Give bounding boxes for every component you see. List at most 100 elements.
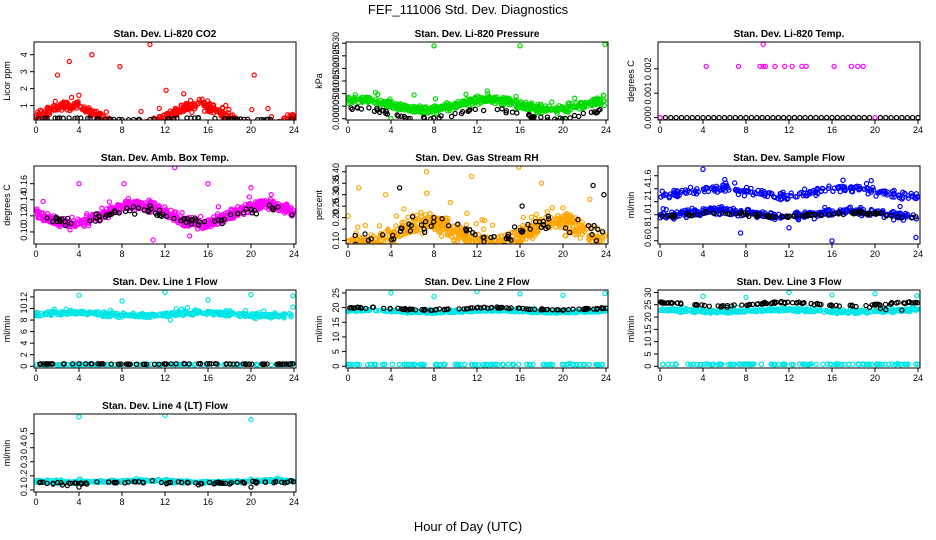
y-tick-label: 5 xyxy=(331,349,341,354)
x-tick-label: 4 xyxy=(76,125,81,135)
data-point xyxy=(346,95,352,101)
data-point xyxy=(283,123,287,127)
data-point xyxy=(538,180,545,186)
data-point xyxy=(156,105,162,112)
data-point xyxy=(910,193,916,199)
overlay-point xyxy=(538,114,544,120)
overlay-point xyxy=(431,214,437,221)
data-point xyxy=(366,98,372,105)
data-point xyxy=(396,361,402,368)
data-point xyxy=(520,309,526,315)
data-point xyxy=(112,119,115,120)
data-point xyxy=(383,100,389,107)
data-point xyxy=(107,121,111,125)
overlay-point xyxy=(539,306,545,312)
overlay-point xyxy=(49,361,56,367)
y-tick-label: 0.030 xyxy=(331,32,341,55)
data-point xyxy=(204,98,211,104)
overlay-point xyxy=(807,114,814,120)
overlay-point xyxy=(374,105,380,112)
overlay-point xyxy=(118,361,124,367)
data-point xyxy=(127,129,131,133)
data-point xyxy=(496,247,500,251)
panel-title: Stan. Dev. Amb. Box Temp. xyxy=(101,153,229,164)
data-point xyxy=(281,313,287,319)
data-point xyxy=(178,108,185,115)
overlay-point xyxy=(732,114,738,120)
data-point xyxy=(268,113,275,120)
overlay-point xyxy=(475,304,481,310)
overlay-point xyxy=(421,226,427,232)
overlay-point xyxy=(785,213,791,220)
data-point xyxy=(513,243,517,244)
overlay-point xyxy=(109,211,115,217)
overlay-point xyxy=(601,191,607,198)
data-point xyxy=(64,99,70,105)
data-point xyxy=(251,72,257,78)
y-tick-label: 0.001 xyxy=(643,82,653,105)
data-point xyxy=(267,130,271,134)
x-tick-label: 4 xyxy=(388,249,393,259)
data-point xyxy=(288,118,293,120)
data-point xyxy=(458,102,464,108)
data-point xyxy=(223,312,229,318)
x-tick-label: 24 xyxy=(601,373,611,383)
data-point xyxy=(281,123,285,127)
data-point xyxy=(421,105,428,112)
data-point xyxy=(76,292,82,298)
data-point xyxy=(560,292,566,298)
data-point xyxy=(201,108,208,114)
x-tick-label: 16 xyxy=(203,373,213,383)
data-point xyxy=(150,125,154,129)
data-point xyxy=(497,245,501,249)
data-point xyxy=(248,184,254,191)
y-axis-label: percent xyxy=(314,189,324,220)
overlay-point xyxy=(143,361,150,367)
data-point xyxy=(389,361,396,367)
data-point xyxy=(205,108,211,114)
data-point xyxy=(865,191,871,197)
overlay-point xyxy=(237,116,244,120)
overlay-point xyxy=(127,361,133,367)
overlay-point xyxy=(405,115,411,120)
data-point xyxy=(138,108,144,115)
data-point xyxy=(264,129,268,133)
overlay-point xyxy=(567,115,573,120)
data-point xyxy=(268,132,272,136)
overlay-point xyxy=(599,229,606,235)
y-tick-label: 4 xyxy=(19,341,29,346)
overlay-point xyxy=(419,306,425,313)
data-point xyxy=(364,255,368,259)
data-point xyxy=(81,223,87,229)
data-point xyxy=(262,312,268,319)
data-point xyxy=(523,99,529,106)
overlay-point xyxy=(737,114,744,120)
overlay-point xyxy=(689,212,695,219)
data-point xyxy=(532,106,538,113)
data-point xyxy=(782,63,788,70)
data-point xyxy=(382,191,389,198)
y-tick-label: 25 xyxy=(331,288,341,298)
overlay-point xyxy=(82,361,89,367)
overlay-point xyxy=(763,213,770,219)
data-point xyxy=(274,129,278,133)
overlay-point xyxy=(562,115,568,120)
overlay-point xyxy=(223,361,230,367)
y-tick-label: 12 xyxy=(19,292,29,302)
data-point xyxy=(134,130,138,134)
data-point xyxy=(281,117,287,120)
data-point xyxy=(111,126,115,130)
x-tick-label: 16 xyxy=(203,125,213,135)
data-point xyxy=(577,235,583,241)
data-point xyxy=(759,191,765,197)
x-tick-label: 20 xyxy=(558,125,568,135)
data-point xyxy=(462,361,468,368)
overlay-point xyxy=(585,222,592,229)
data-point xyxy=(75,216,81,222)
x-tick-label: 20 xyxy=(558,249,568,259)
overlay-point xyxy=(503,109,509,116)
y-axis-label: degrees C xyxy=(626,60,636,102)
data-point xyxy=(804,193,810,199)
overlay-point xyxy=(591,109,598,115)
data-point xyxy=(602,242,608,244)
